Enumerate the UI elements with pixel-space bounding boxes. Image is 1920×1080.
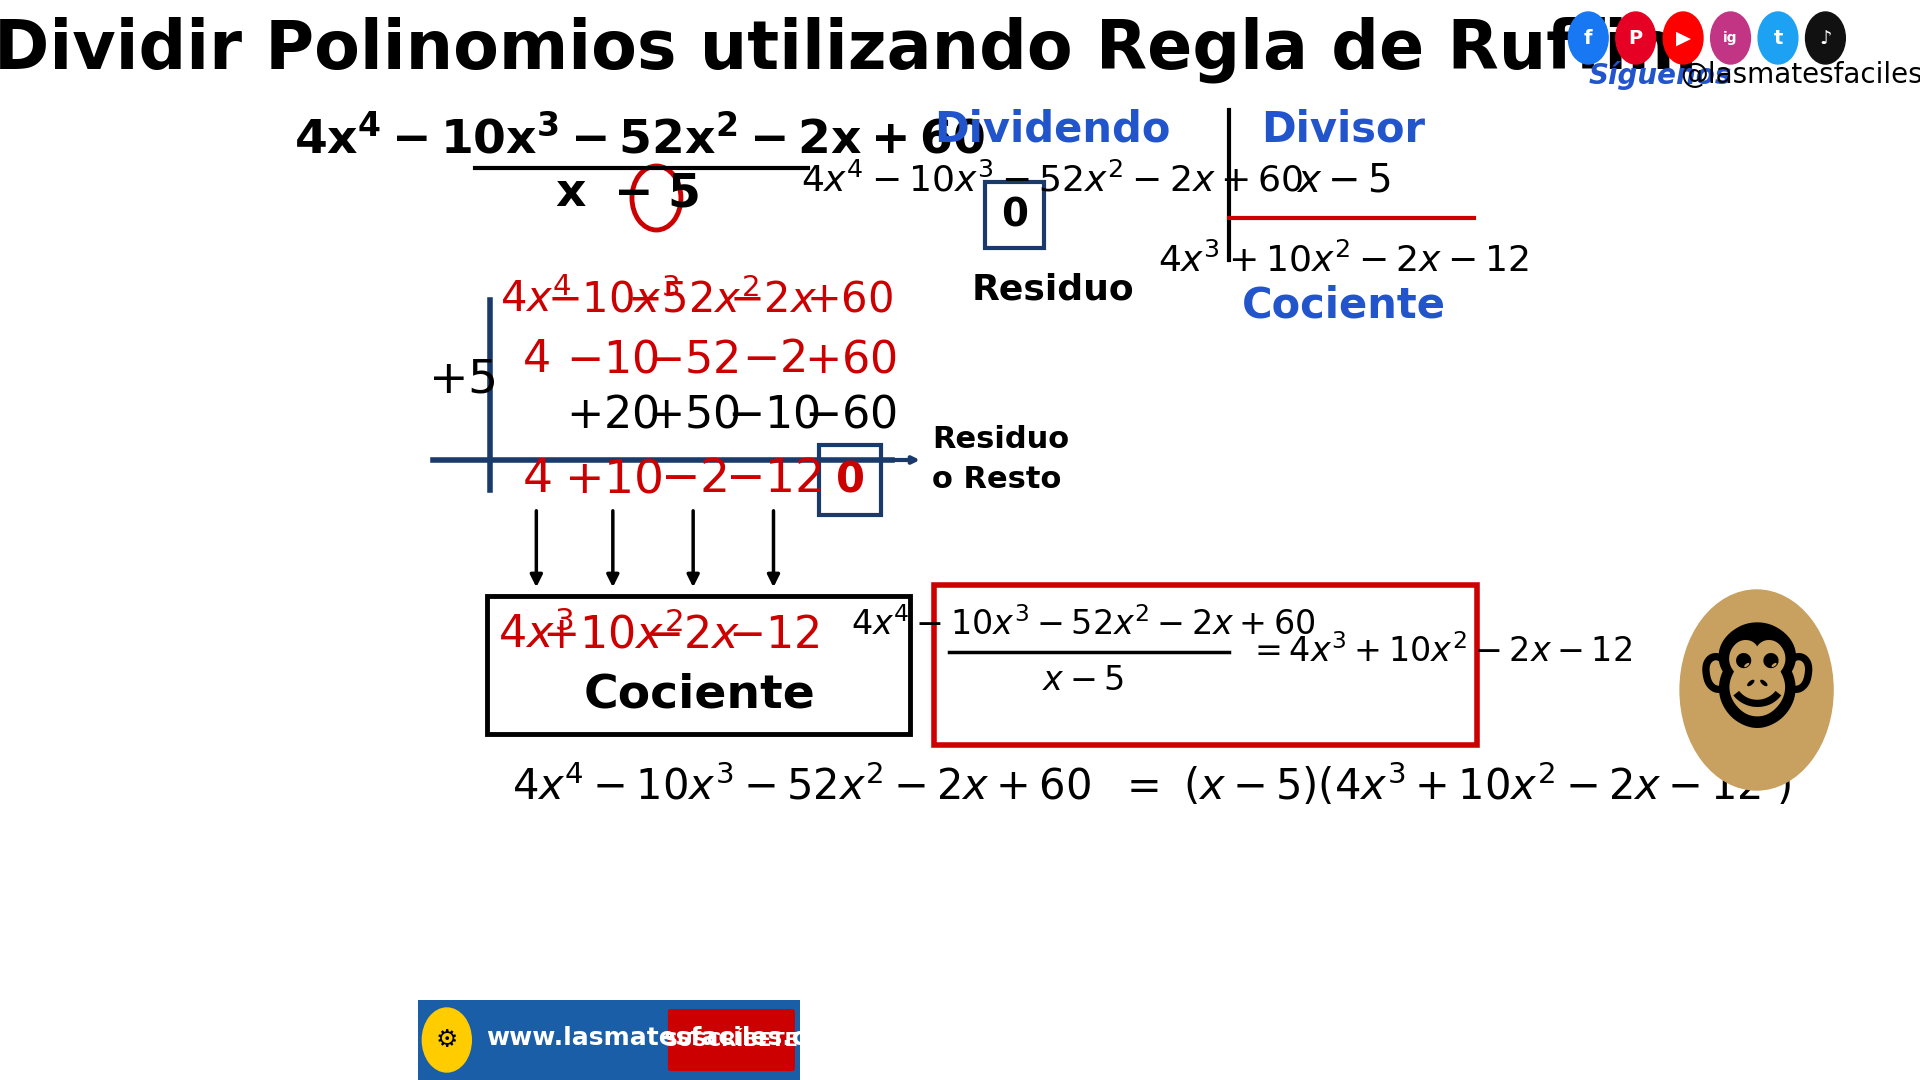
Text: $+10$: $+10$ [564, 458, 662, 502]
Text: P: P [1628, 28, 1644, 48]
Text: $\mathbf{-\ 5}$: $\mathbf{-\ 5}$ [612, 172, 699, 216]
Circle shape [1805, 12, 1845, 64]
FancyBboxPatch shape [668, 1009, 795, 1071]
Text: $-10$: $-10$ [566, 338, 659, 381]
Text: $4$: $4$ [522, 458, 551, 502]
Text: Cociente: Cociente [584, 673, 816, 717]
Circle shape [422, 1008, 470, 1072]
Text: $4$: $4$ [522, 338, 551, 381]
Text: Residuo: Residuo [931, 426, 1069, 455]
Text: 🐵: 🐵 [1692, 636, 1820, 743]
Text: $4x^4 - 10x^3 - 52x^2 - 2x + 60$: $4x^4 - 10x^3 - 52x^2 - 2x + 60$ [851, 608, 1315, 643]
FancyBboxPatch shape [985, 183, 1044, 248]
Text: $-2$: $-2$ [741, 338, 804, 381]
Text: $x - 5$: $x - 5$ [1296, 161, 1390, 199]
Text: www.lasmatesfaciles.com: www.lasmatesfaciles.com [486, 1026, 851, 1050]
Text: $\mathbf{0}$: $\mathbf{0}$ [835, 459, 864, 501]
Text: ♪: ♪ [1818, 28, 1832, 48]
Text: $+20$: $+20$ [566, 393, 659, 436]
Text: ⚙: ⚙ [436, 1028, 459, 1052]
Text: $- 10x^3$: $- 10x^3$ [547, 279, 680, 321]
Circle shape [1569, 12, 1609, 64]
Text: Dividir Polinomios utilizando Regla de Ruffini: Dividir Polinomios utilizando Regla de R… [0, 17, 1697, 83]
Text: $= 4x^3 + 10x^2 - 2x - 12$: $= 4x^3 + 10x^2 - 2x - 12$ [1248, 635, 1632, 670]
Text: $\mathbf{4x^4 - 10x^3 - 52x^2 - 2x + 60}$: $\mathbf{4x^4 - 10x^3 - 52x^2 - 2x + 60}… [294, 117, 985, 163]
Text: $4x^3 + 10x^2 - 2x - 12$: $4x^3 + 10x^2 - 2x - 12$ [1158, 242, 1528, 278]
Text: $- 2x$: $- 2x$ [730, 279, 818, 321]
Text: $- 52x^2$: $- 52x^2$ [628, 279, 758, 321]
Text: Dividendo: Dividendo [935, 109, 1171, 151]
FancyBboxPatch shape [488, 596, 910, 734]
Text: $+ 60$: $+ 60$ [806, 279, 893, 321]
Text: $4x^4 - 10x^3 - 52x^2 - 2x + 60\ \ =\ (x-5)(4x^3 + 10x^2 - 2x - 12\ )$: $4x^4 - 10x^3 - 52x^2 - 2x + 60\ \ =\ (x… [513, 761, 1791, 809]
Text: $x - 5$: $x - 5$ [1043, 663, 1125, 697]
Text: ig: ig [1724, 31, 1738, 45]
Circle shape [1759, 12, 1797, 64]
Text: $-52$: $-52$ [647, 338, 739, 381]
Text: $-10$: $-10$ [728, 393, 820, 436]
Text: $-2$: $-2$ [660, 458, 726, 502]
Text: $+50$: $+50$ [647, 393, 739, 436]
Text: ▶: ▶ [1676, 28, 1692, 48]
Text: $-12$: $-12$ [726, 458, 822, 502]
FancyBboxPatch shape [818, 445, 881, 515]
Text: o Resto: o Resto [931, 465, 1062, 495]
Text: $4x^4 - 10x^3 - 52x^2 - 2x + 60$: $4x^4 - 10x^3 - 52x^2 - 2x + 60$ [801, 162, 1304, 198]
Text: $+10x^2$: $+10x^2$ [543, 612, 684, 658]
Text: Síguenos: Síguenos [1588, 60, 1732, 90]
Text: $\mathbf{x}$: $\mathbf{x}$ [555, 172, 588, 216]
Text: $4x^3$: $4x^3$ [499, 612, 574, 658]
Text: Divisor: Divisor [1261, 109, 1425, 151]
Text: $4x^4$: $4x^4$ [501, 279, 572, 321]
Text: SUSCRÍBETE: SUSCRÍBETE [664, 1030, 799, 1050]
Circle shape [1711, 12, 1751, 64]
Text: $+60$: $+60$ [804, 338, 897, 381]
Text: $\mathbf{0}$: $\mathbf{0}$ [1000, 195, 1027, 234]
Text: Residuo: Residuo [972, 273, 1135, 307]
Circle shape [1663, 12, 1703, 64]
Circle shape [1680, 590, 1834, 789]
Text: $-2x$: $-2x$ [645, 613, 741, 657]
Text: f: f [1584, 28, 1592, 48]
Text: Cociente: Cociente [1242, 284, 1446, 326]
Text: $+5$: $+5$ [428, 357, 495, 403]
Text: $-12$: $-12$ [728, 613, 820, 657]
Text: t: t [1774, 28, 1782, 48]
Text: $-60$: $-60$ [804, 393, 897, 436]
Circle shape [1617, 12, 1655, 64]
FancyBboxPatch shape [935, 585, 1476, 745]
FancyBboxPatch shape [419, 1000, 801, 1080]
Text: @lasmatesfaciles: @lasmatesfaciles [1680, 60, 1920, 89]
